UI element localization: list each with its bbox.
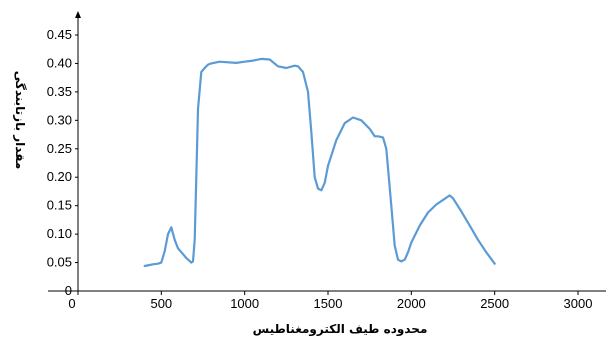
y-axis-arrowhead	[75, 11, 81, 18]
x-tick-label: 2500	[480, 296, 509, 311]
x-tick-label: 1500	[314, 296, 343, 311]
y-axis-title: مقدار بازتابندگی	[13, 71, 27, 170]
x-tick-label: 3000	[564, 296, 593, 311]
x-tick-label: 2000	[397, 296, 426, 311]
x-axis-title: محدوده طيف الکترومغناطيس	[253, 322, 428, 337]
x-tick-label: 1000	[230, 296, 259, 311]
axis-ticks: 0 0.05 0.10 0.15 0.20 0.25 0.30 0.35 0.40 0.45 0 50…	[47, 27, 593, 311]
series-line-0	[143, 57, 496, 268]
axes	[48, 11, 606, 292]
y-tick-label: 0.30	[47, 112, 72, 127]
x-tick-label: 500	[150, 296, 172, 311]
y-tick-label: 0.40	[47, 55, 72, 70]
y-tick-label: 0.20	[47, 169, 72, 184]
y-tick-label: 0	[65, 283, 72, 298]
y-tick-label: 0.05	[47, 255, 72, 270]
y-tick-label: 0.35	[47, 84, 72, 99]
series-layer	[143, 57, 496, 268]
x-tick-label: 0	[68, 296, 75, 311]
y-tick-label: 0.15	[47, 198, 72, 213]
y-tick-label: 0.45	[47, 27, 72, 42]
y-tick-label: 0.10	[47, 226, 72, 241]
y-tick-label: 0.25	[47, 141, 72, 156]
